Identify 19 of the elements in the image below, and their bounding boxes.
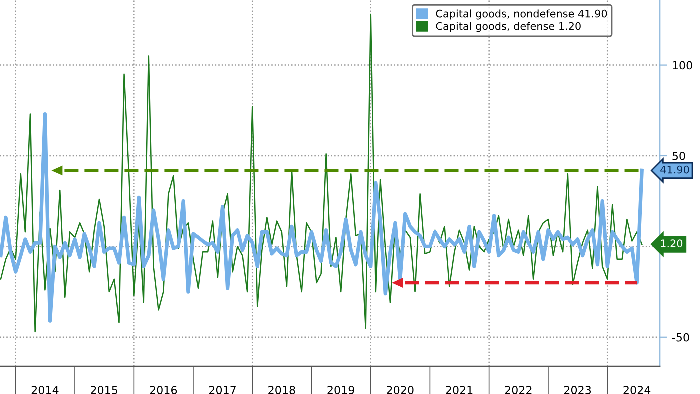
x-tick-label: 2022 [505, 386, 532, 394]
x-tick-label: 2019 [328, 386, 354, 394]
x-tick-label: 2015 [91, 386, 118, 394]
x-tick-label: 2016 [150, 386, 178, 394]
x-tick-label: 2024 [624, 386, 651, 394]
x-tick-label: 2021 [446, 386, 473, 394]
x-tick-label: 2018 [268, 386, 296, 394]
legend-label: Capital goods, nondefense 41.90 [436, 10, 608, 20]
x-tick-label: 2020 [387, 386, 414, 394]
annotation: 1.20 [661, 240, 683, 248]
y-tick-label: -50 [672, 333, 690, 342]
legend-label: Capital goods, defense 1.20 [436, 22, 581, 32]
line-series [0, 112, 644, 323]
x-tick-label: 2023 [564, 386, 592, 394]
x-tick-label: 2017 [209, 386, 236, 394]
annotation: 41.90 [660, 166, 690, 174]
y-tick-label: 100 [673, 61, 692, 70]
y-tick-label: 50 [672, 152, 686, 160]
x-tick-label: 2014 [32, 386, 59, 394]
